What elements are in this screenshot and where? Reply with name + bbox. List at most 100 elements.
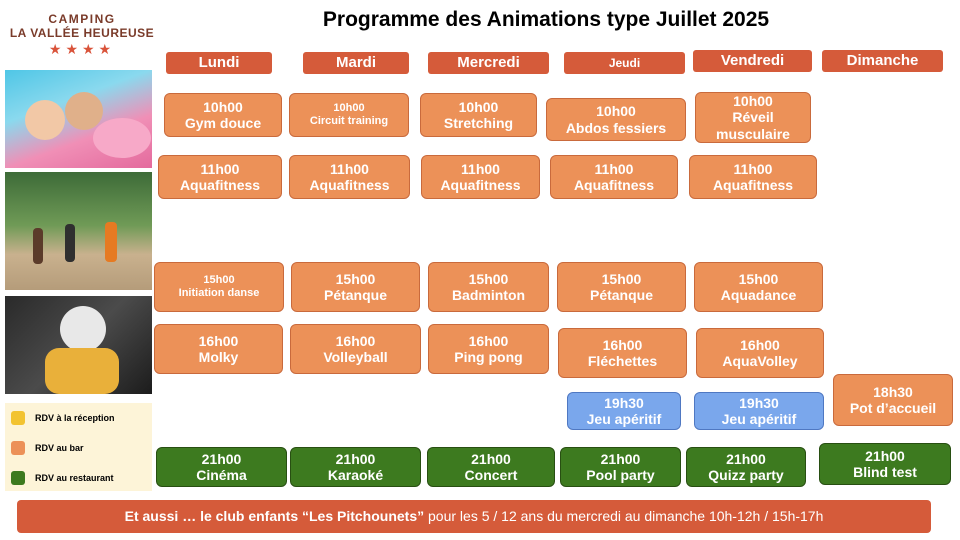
activity-vendredi-11h00: 11h00 Aquafitness [689,155,817,199]
activity-time: 10h00 [733,93,773,110]
activity-time: 18h30 [873,383,913,400]
activity-time: 10h00 [203,98,243,115]
activity-mercredi-16h00: 16h00 Ping pong [428,324,549,374]
activity-dimanche-21h00: 21h00 Blind test [819,443,951,485]
activity-name: Concert [464,467,518,483]
activity-time: 16h00 [602,336,643,353]
activity-mardi-21h00: 21h00 Karaoké [290,447,421,487]
activity-time: 21h00 [335,450,376,467]
activity-mardi-10h00: 10h00 Circuit training [289,93,409,137]
activity-jeudi-19h30: 19h30 Jeu apéritif [567,392,681,430]
activity-lundi-15h00: 15h00 Initiation danse [154,262,284,312]
beach-volley-photo [5,172,152,290]
activity-time: 15h00 [601,270,642,287]
activity-name: Initiation danse [178,287,260,299]
activity-time: 10h00 [333,102,365,115]
activity-name: Fléchettes [587,353,658,369]
activity-name: Abdos fessiers [565,119,667,136]
activity-dimanche-18h30: 18h30 Pot d’accueil [833,374,953,426]
kids-club-banner: Et aussi … le club enfants “Les Pitchoun… [17,500,931,533]
activity-name: Molky [198,349,239,365]
legend-item: RDV au bar [11,441,84,455]
activity-time: 15h00 [738,270,779,287]
activity-jeudi-21h00: 21h00 Pool party [560,447,681,487]
activity-name: Jeu apéritif [721,411,797,427]
day-header-vendredi: Vendredi [693,50,812,72]
camping-logo: CAMPING LA VALLÉE HEUREUSE ★★★★ [6,12,158,58]
legend-item: RDV au restaurant [11,471,114,485]
activity-time: 16h00 [198,332,239,349]
activity-time: 11h00 [200,160,240,177]
logo-stars: ★★★★ [48,41,116,57]
activity-name: Aquadance [720,287,797,303]
legend-item: RDV à la réception [11,411,115,425]
legend-swatch [11,411,25,425]
activity-lundi-11h00: 11h00 Aquafitness [158,155,282,199]
pool-party-photo [5,70,152,168]
activity-name: Pétanque [589,287,653,303]
activity-time: 11h00 [461,160,500,177]
page-title: Programme des Animations type Juillet 20… [322,8,770,31]
activity-jeudi-15h00: 15h00 Pétanque [557,262,686,312]
activity-vendredi-10h00: 10h00 Réveil musculaire [695,92,811,143]
activity-time: 11h00 [733,160,773,177]
activity-name: Quizz party [708,467,784,483]
activity-lundi-10h00: 10h00 Gym douce [164,93,282,137]
kids-club-details: pour les 5 / 12 ans du mercredi au diman… [424,508,824,524]
activity-vendredi-16h00: 16h00 AquaVolley [696,328,824,378]
activity-mercredi-21h00: 21h00 Concert [427,447,555,487]
activity-name: Blind test [853,464,917,480]
activity-time: 19h30 [604,394,644,411]
activity-jeudi-16h00: 16h00 Fléchettes [558,328,687,378]
logo-line-1: CAMPING [48,12,116,26]
activity-time: 10h00 [596,103,636,120]
activity-time: 11h00 [330,160,369,177]
activity-time: 16h00 [335,332,376,349]
activity-time: 21h00 [201,450,242,467]
activity-mardi-16h00: 16h00 Volleyball [290,324,421,374]
activity-time: 21h00 [600,450,641,467]
activity-time: 19h30 [739,394,779,411]
activity-mercredi-10h00: 10h00 Stretching [420,93,537,137]
day-header-dimanche: Dimanche [822,50,943,72]
activity-mercredi-15h00: 15h00 Badminton [428,262,549,312]
activity-time: 16h00 [468,332,509,349]
activity-time: 16h00 [740,336,780,353]
activity-name: Gym douce [184,115,262,131]
activity-name: Aquafitness [309,177,390,193]
activity-mardi-15h00: 15h00 Pétanque [291,262,420,312]
activity-time: 21h00 [471,450,511,467]
legend-label: RDV au bar [35,443,84,453]
activity-name: Aquafitness [712,177,794,193]
activity-vendredi-19h30: 19h30 Jeu apéritif [694,392,824,430]
legend-swatch [11,471,25,485]
activity-name: Circuit training [309,115,389,127]
activity-name: AquaVolley [722,353,798,369]
activity-time: 15h00 [468,270,509,287]
day-header-mardi: Mardi [303,52,409,74]
legend-label: RDV au restaurant [35,473,114,483]
activity-name: Badminton [451,287,526,303]
activity-lundi-16h00: 16h00 Molky [154,324,283,374]
activity-name: Aquafitness [573,177,655,193]
activity-time: 15h00 [203,274,235,287]
activity-vendredi-15h00: 15h00 Aquadance [694,262,823,312]
activity-time: 10h00 [458,98,499,115]
activity-name: Aquafitness [440,177,521,193]
karaoke-singer-photo [5,296,152,394]
activity-mercredi-11h00: 11h00 Aquafitness [421,155,540,199]
activity-name: Karaoké [327,467,384,483]
activity-name: Aquafitness [179,177,261,193]
logo-line-2: LA VALLÉE HEUREUSE [9,26,155,40]
activity-name: Volleyball [323,349,388,365]
activity-jeudi-10h00: 10h00 Abdos fessiers [546,98,686,141]
activity-time: 21h00 [865,447,905,464]
activity-name: Cinéma [196,467,247,483]
activity-jeudi-11h00: 11h00 Aquafitness [550,155,678,199]
activity-time: 21h00 [726,450,766,467]
activity-time: 15h00 [335,270,376,287]
activity-name: Pool party [586,467,655,483]
activity-name: Pétanque [323,287,387,303]
legend: RDV à la réception RDV au bar RDV au resta… [5,403,152,491]
activity-name: Stretching [443,115,514,131]
